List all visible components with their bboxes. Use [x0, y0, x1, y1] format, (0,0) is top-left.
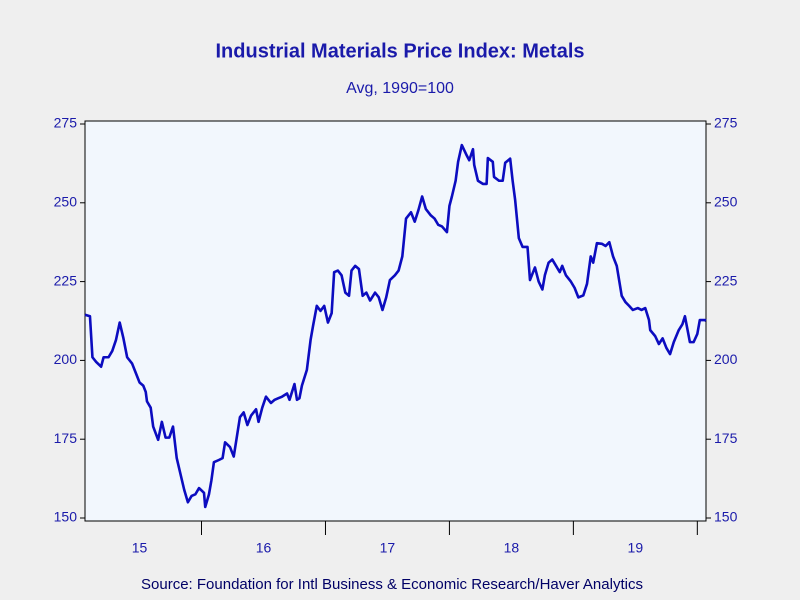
x-tick-label: 18	[504, 540, 520, 556]
y2-tick-label: 175	[714, 430, 738, 446]
y-tick-label: 175	[54, 430, 78, 446]
plot-area	[84, 120, 707, 522]
y-tick-label: 150	[54, 509, 78, 525]
y2-tick-label: 200	[714, 351, 738, 367]
x-tick-label: 15	[132, 540, 148, 556]
y2-tick-label: 225	[714, 272, 738, 288]
chart-title: Industrial Materials Price Index: Metals	[215, 40, 584, 62]
source-note: Source: Foundation for Intl Business & E…	[141, 576, 643, 593]
y2-tick-label: 275	[714, 115, 738, 131]
y2-tick-label: 250	[714, 194, 738, 210]
x-tick-label: 17	[380, 540, 396, 556]
x-tick-label: 19	[628, 540, 644, 556]
y-tick-label: 225	[54, 272, 78, 288]
chart-subtitle: Avg, 1990=100	[346, 80, 454, 97]
x-tick-label: 16	[256, 540, 272, 556]
y-tick-label: 200	[54, 351, 78, 367]
y-tick-label: 275	[54, 115, 78, 131]
y-tick-label: 250	[54, 194, 78, 210]
y2-tick-label: 150	[714, 509, 738, 525]
data-line	[84, 143, 707, 509]
